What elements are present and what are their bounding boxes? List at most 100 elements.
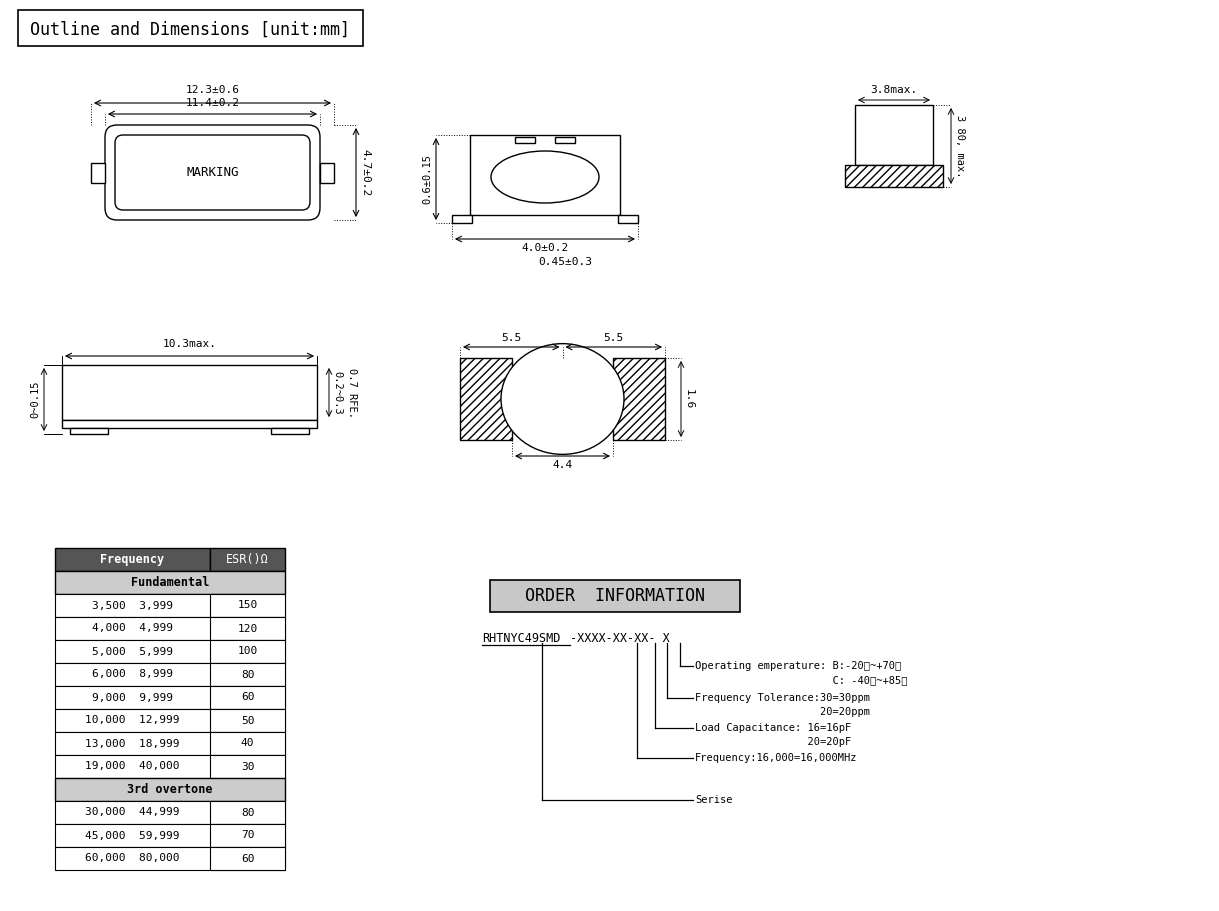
Text: 60,000  80,000: 60,000 80,000	[85, 854, 179, 864]
Bar	[55, 755, 285, 778]
Text: 0~0.15: 0~0.15	[30, 381, 40, 418]
Text: 70: 70	[240, 831, 255, 841]
Text: Serise: Serise	[695, 795, 733, 805]
Text: MARKING: MARKING	[187, 166, 239, 179]
Text: 5.5: 5.5	[603, 333, 624, 343]
Text: 4.0±0.2: 4.0±0.2	[522, 243, 568, 253]
Bar	[321, 162, 334, 182]
Text: 4.7±0.2: 4.7±0.2	[360, 148, 371, 196]
Text: 30: 30	[240, 762, 255, 772]
Text: 120: 120	[238, 623, 257, 633]
Text: 6,000  8,999: 6,000 8,999	[91, 670, 173, 680]
Bar	[855, 105, 933, 165]
Text: 19,000  40,000: 19,000 40,000	[85, 762, 179, 772]
Text: 5,000  5,999: 5,000 5,999	[91, 647, 173, 657]
Bar	[514, 137, 535, 143]
Bar	[460, 358, 512, 440]
Bar	[55, 824, 285, 847]
Bar	[210, 709, 285, 732]
Text: 100: 100	[238, 647, 257, 657]
Text: 30,000  44,999: 30,000 44,999	[85, 807, 179, 817]
Text: 80: 80	[240, 807, 255, 817]
Bar	[210, 548, 285, 571]
Bar	[210, 617, 285, 640]
Text: -XXXX-XX-XX- X: -XXXX-XX-XX- X	[570, 631, 669, 644]
Text: 1.6: 1.6	[684, 389, 694, 409]
Bar	[55, 686, 285, 709]
Text: 10.3max.: 10.3max.	[162, 339, 217, 349]
Bar	[18, 10, 363, 46]
FancyBboxPatch shape	[115, 135, 310, 210]
Text: Frequency Tolerance:30=30ppm: Frequency Tolerance:30=30ppm	[695, 693, 870, 703]
Text: Operating emperature: B:-20℃~+70℃: Operating emperature: B:-20℃~+70℃	[695, 661, 901, 671]
Bar	[555, 137, 575, 143]
Bar	[210, 594, 285, 617]
Bar	[55, 732, 285, 755]
Text: 12.3±0.6: 12.3±0.6	[185, 85, 239, 95]
Text: RHTNYC49SMD: RHTNYC49SMD	[482, 631, 561, 644]
Bar	[55, 640, 285, 663]
Text: 4.4: 4.4	[552, 460, 573, 470]
Text: 0.2~0.3: 0.2~0.3	[332, 371, 343, 415]
Text: 10,000  12,999: 10,000 12,999	[85, 715, 179, 725]
Ellipse shape	[501, 343, 624, 455]
Text: Frequency:16,000=16,000MHz: Frequency:16,000=16,000MHz	[695, 753, 857, 763]
Bar	[210, 847, 285, 870]
Text: Load Capacitance: 16=16pF: Load Capacitance: 16=16pF	[695, 723, 851, 733]
Text: 50: 50	[240, 715, 255, 725]
Bar	[55, 709, 285, 732]
Text: Fundamental: Fundamental	[130, 576, 210, 589]
Bar	[210, 732, 285, 755]
Text: ORDER  INFORMATION: ORDER INFORMATION	[525, 587, 705, 605]
Bar	[55, 847, 285, 870]
Bar	[91, 162, 105, 182]
Text: 0.45±0.3: 0.45±0.3	[538, 257, 592, 267]
Text: 5.5: 5.5	[501, 333, 522, 343]
Bar	[845, 165, 944, 187]
Bar	[613, 358, 666, 440]
Ellipse shape	[491, 151, 599, 203]
Bar	[210, 824, 285, 847]
Bar	[490, 580, 740, 612]
Bar	[452, 215, 472, 223]
Bar	[210, 663, 285, 686]
Bar	[55, 663, 285, 686]
Text: 60: 60	[240, 854, 255, 864]
Bar	[210, 755, 285, 778]
Bar	[62, 420, 317, 428]
Text: 40: 40	[240, 739, 255, 749]
Text: ESR()Ω: ESR()Ω	[227, 553, 269, 566]
Bar	[55, 617, 285, 640]
Bar	[210, 686, 285, 709]
Bar	[271, 428, 308, 434]
Text: 60: 60	[240, 692, 255, 702]
Text: 3 80, max.: 3 80, max.	[954, 115, 965, 178]
Bar	[471, 135, 620, 215]
Text: 13,000  18,999: 13,000 18,999	[85, 739, 179, 749]
Text: 45,000  59,999: 45,000 59,999	[85, 831, 179, 841]
Text: 3.8max.: 3.8max.	[870, 85, 918, 95]
Text: Frequency: Frequency	[100, 553, 165, 566]
Text: 20=20ppm: 20=20ppm	[695, 707, 870, 717]
Bar	[69, 428, 108, 434]
Bar	[55, 571, 285, 594]
Text: C: -40℃~+85℃: C: -40℃~+85℃	[695, 675, 907, 685]
Text: 0.7 RFE.: 0.7 RFE.	[347, 367, 357, 417]
Bar	[55, 778, 285, 801]
Bar	[55, 801, 285, 824]
Bar	[62, 365, 317, 420]
Bar	[210, 801, 285, 824]
Text: Outline and Dimensions [unit:mm]: Outline and Dimensions [unit:mm]	[30, 21, 350, 39]
Text: 3,500  3,999: 3,500 3,999	[91, 600, 173, 610]
Text: 20=20pF: 20=20pF	[695, 737, 851, 747]
Bar	[618, 215, 638, 223]
Bar	[55, 594, 285, 617]
Bar	[210, 640, 285, 663]
Text: 9,000  9,999: 9,000 9,999	[91, 692, 173, 702]
FancyBboxPatch shape	[105, 125, 321, 220]
Text: 3rd overtone: 3rd overtone	[127, 783, 213, 796]
Text: 80: 80	[240, 670, 255, 680]
Bar	[55, 548, 210, 571]
Text: 150: 150	[238, 600, 257, 610]
Text: 11.4±0.2: 11.4±0.2	[185, 98, 239, 108]
